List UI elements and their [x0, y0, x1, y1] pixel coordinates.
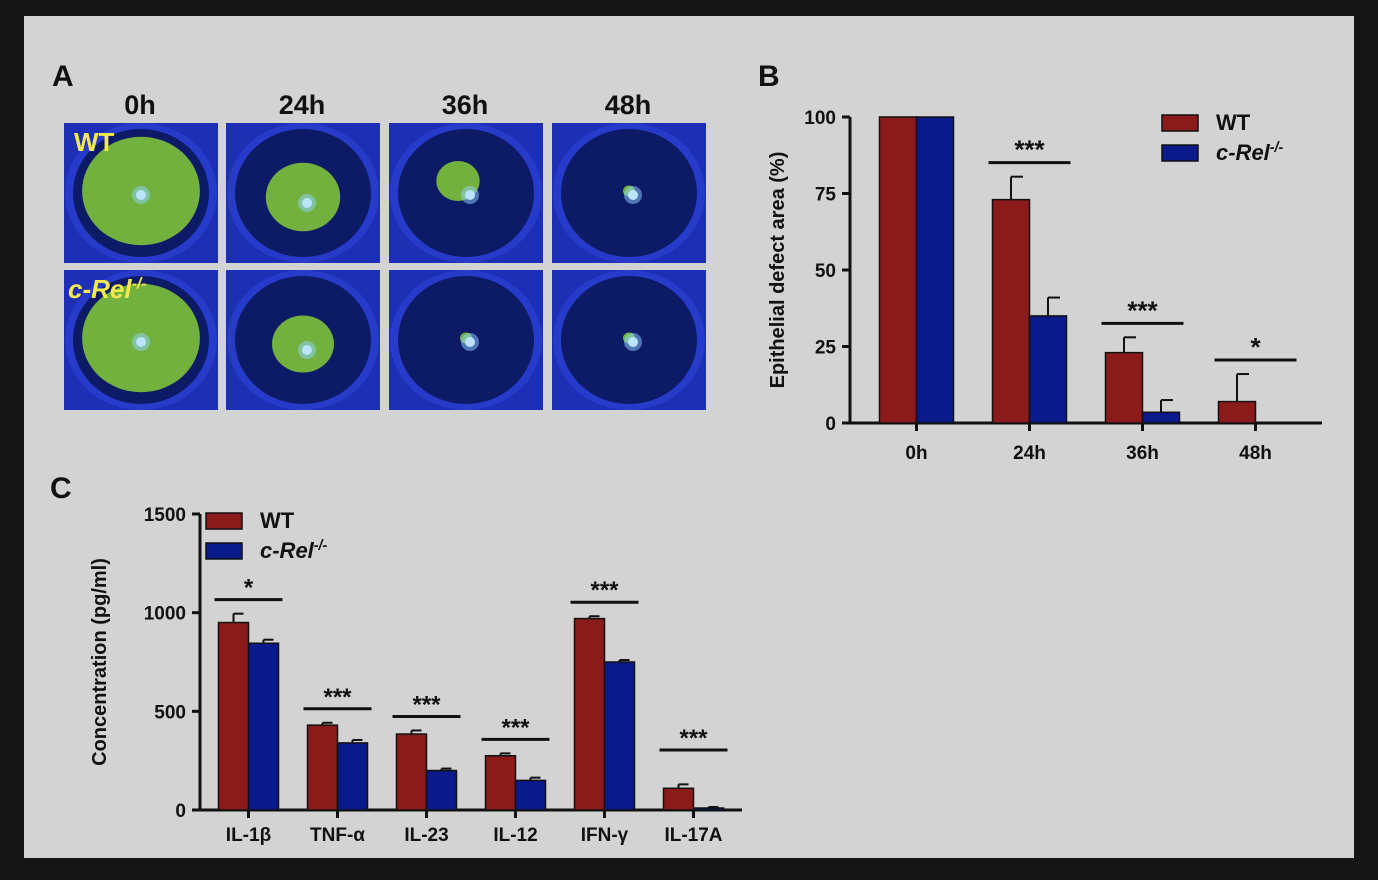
y-tick-label: 1500 [144, 505, 186, 526]
bar-c-rel-IL-12 [514, 779, 547, 811]
y-axis-title: Concentration (pg/ml) [89, 558, 111, 766]
chart-b-epithelial-defect: 0 25 50 75 100 Epithelial defect area (%) 0h 24… [767, 108, 1322, 464]
bar-wt-IFN-γ [573, 617, 606, 811]
bar-wt-IL-12 [484, 754, 517, 811]
panel-b-label: B [758, 60, 780, 93]
legend-swatch-c-rel [1161, 144, 1199, 162]
y-tick-label: 25 [815, 338, 837, 359]
bar-wt-IL-1β [217, 621, 250, 811]
x-tick-label-48h: 48h [1239, 443, 1272, 464]
y-tick-label: 100 [804, 108, 836, 129]
x-tick-label-IFN-γ: IFN-γ [581, 825, 629, 846]
bar-c-rel-TNF-α [336, 742, 369, 811]
timepoint-label-48h: 48h [604, 90, 652, 120]
eye-image-crel-48h [552, 270, 706, 410]
y-tick-label: 50 [815, 261, 836, 282]
bar-wt-IL-17A [662, 787, 695, 811]
x-tick-label-TNF-α: TNF-α [310, 825, 365, 846]
significance-stars-IL-23: *** [412, 691, 441, 718]
x-tick-label-IL-17A: IL-17A [664, 825, 722, 846]
bar-c-rel-0h [915, 116, 955, 424]
bar-c-rel-IL-1β [247, 642, 280, 811]
bar-c-rel-IL-23 [425, 769, 458, 811]
eye-image-wt-48h [552, 123, 706, 263]
legend-label-c-rel: c-Rel-/- [1216, 140, 1284, 165]
eye-image-crel-24h [226, 270, 380, 410]
panel-a-label: A [52, 60, 74, 93]
chart-c-cytokine-concentration: 0 500 1000 1500 Concentration (pg/ml) IL-1β * T… [89, 505, 742, 846]
y-tick-label: 0 [825, 414, 836, 435]
panel-c-label: C [50, 472, 72, 505]
legend-swatch-wt [205, 512, 243, 530]
eye-image-crel-0h [64, 270, 218, 410]
x-tick-label-IL-23: IL-23 [404, 825, 448, 846]
significance-stars-TNF-α: *** [323, 684, 352, 711]
x-tick-label-IL-1β: IL-1β [226, 825, 271, 846]
significance-stars-24h: *** [1014, 135, 1045, 165]
significance-stars-36h: *** [1127, 295, 1158, 325]
significance-stars-IL-17A: *** [679, 725, 708, 752]
x-tick-label-IL-12: IL-12 [493, 825, 537, 846]
legend-swatch-c-rel [205, 542, 243, 560]
bar-c-rel-IL-17A [692, 807, 725, 811]
legend-label-c-rel: c-Rel-/- [260, 538, 328, 563]
timepoint-label-0h: 0h [124, 90, 156, 120]
x-tick-label-24h: 24h [1013, 443, 1046, 464]
y-tick-label: 1000 [144, 604, 186, 625]
timepoint-label-24h: 24h [278, 90, 326, 120]
significance-stars-IL-12: *** [501, 714, 530, 741]
legend-swatch-wt [1161, 114, 1199, 132]
row-label-wt: WT [74, 127, 115, 157]
significance-stars-48h: * [1250, 332, 1261, 362]
eye-image-wt-0h [64, 123, 218, 263]
x-tick-label-36h: 36h [1126, 443, 1159, 464]
significance-stars-IL-1β: * [244, 575, 254, 602]
timepoint-label-36h: 36h [441, 90, 489, 120]
bar-wt-IL-23 [395, 733, 428, 811]
y-tick-label: 500 [154, 702, 186, 723]
legend-label-wt: WT [260, 508, 295, 533]
x-tick-label-0h: 0h [905, 443, 927, 464]
figure-panel: A 0h 24h 36h 48h WT c-Rel-/- B C 0 25 50 75 100 Ep… [24, 16, 1354, 858]
row-label-crel: c-Rel-/- [68, 274, 147, 304]
y-axis-title: Epithelial defect area (%) [767, 152, 789, 389]
bar-wt-36h [1104, 351, 1144, 424]
bar-c-rel-IFN-γ [603, 661, 636, 811]
y-tick-label: 75 [815, 185, 837, 206]
eye-image-wt-24h [226, 123, 380, 263]
eye-image-wt-36h [389, 123, 543, 263]
y-tick-label: 0 [175, 801, 186, 822]
bar-wt-0h [878, 116, 918, 424]
eye-image-crel-36h [389, 270, 543, 410]
significance-stars-IFN-γ: *** [590, 577, 619, 604]
legend-label-wt: WT [1216, 110, 1251, 135]
bar-wt-TNF-α [306, 724, 339, 811]
